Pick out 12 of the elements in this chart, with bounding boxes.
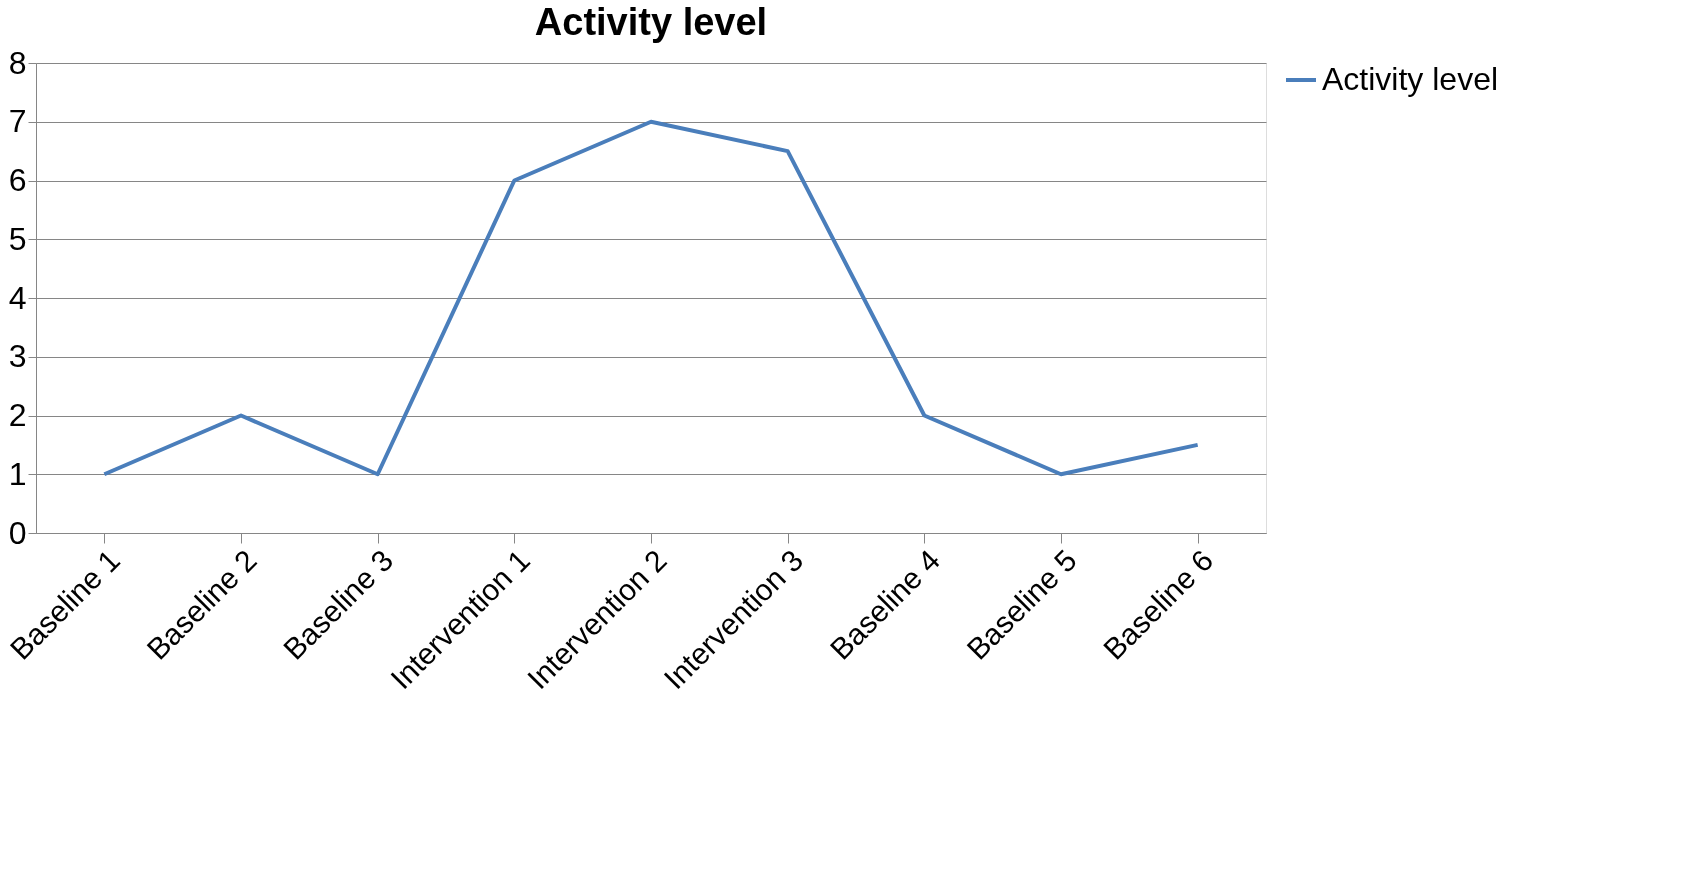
- y-tick-label: 7: [8, 103, 27, 140]
- y-tick-label: 3: [8, 338, 27, 375]
- chart-title: Activity level: [534, 1, 768, 43]
- y-tick-label: 5: [8, 220, 27, 257]
- line-series: [102, 119, 1200, 477]
- y-tick-label: 4: [8, 279, 27, 316]
- y-tick-label: 6: [8, 162, 27, 198]
- y-tick-label: 0: [8, 514, 27, 551]
- y-tick-label: 2: [8, 397, 27, 433]
- y-tick-label: 8: [8, 44, 27, 81]
- y-tick-label: 1: [8, 455, 27, 492]
- legend-label: Activity level: [1322, 61, 1499, 97]
